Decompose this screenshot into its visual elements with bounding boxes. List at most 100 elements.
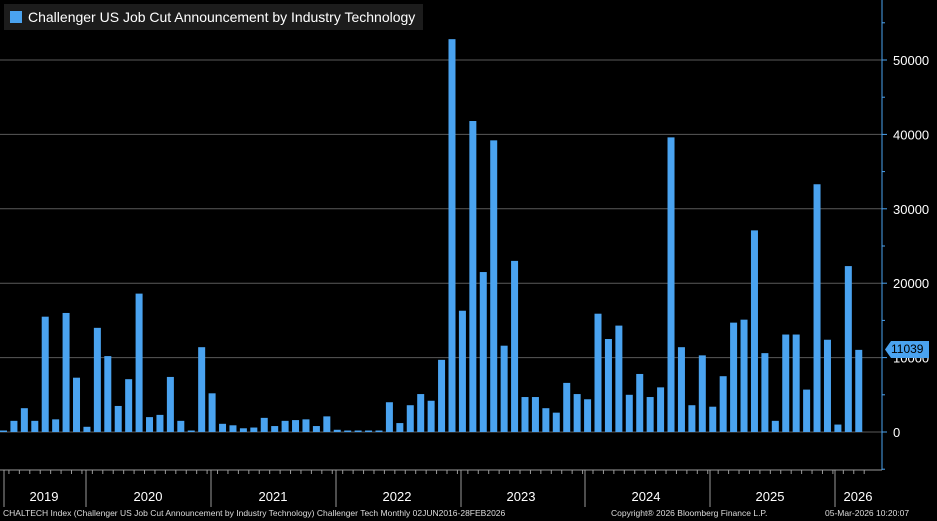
bar: [62, 312, 70, 432]
bar: [730, 322, 738, 432]
bar: [93, 327, 101, 432]
bar: [20, 408, 28, 432]
bar: [406, 405, 414, 432]
bar: [146, 417, 154, 432]
bar: [490, 140, 498, 433]
bar: [104, 356, 112, 432]
bar: [187, 430, 195, 432]
chart-footer: CHALTECH Index (Challenger US Job Cut An…: [0, 507, 937, 521]
bar: [31, 420, 39, 432]
bar: [83, 426, 91, 432]
y-tick-label: 0: [893, 425, 900, 440]
bar: [302, 419, 310, 432]
bar: [438, 359, 446, 432]
bar: [312, 426, 320, 432]
bar: [323, 416, 331, 432]
bar: [750, 230, 758, 432]
bar: [667, 137, 675, 432]
bar: [166, 376, 174, 432]
x-year-label: 2020: [134, 489, 163, 504]
bar: [823, 339, 831, 432]
bar: [114, 405, 122, 432]
x-year-label: 2024: [632, 489, 661, 504]
bar: [834, 424, 842, 432]
bar: [552, 412, 560, 432]
bar: [688, 405, 696, 432]
bar: [260, 417, 268, 432]
bar: [344, 430, 352, 432]
bar: [719, 376, 727, 432]
bar: [469, 121, 477, 433]
bar: [604, 339, 612, 432]
bar: [500, 345, 508, 432]
bar: [292, 420, 300, 432]
bar: [427, 400, 435, 432]
x-year-label: 2021: [259, 489, 288, 504]
bar: [511, 260, 519, 432]
footer-source: CHALTECH Index (Challenger US Job Cut An…: [3, 508, 506, 518]
x-year-label: 2025: [756, 489, 785, 504]
bar: [177, 420, 185, 432]
x-year-label: 2019: [30, 489, 59, 504]
bar: [125, 379, 133, 432]
bar: [365, 430, 373, 432]
bar: [740, 319, 748, 432]
bar: [396, 423, 404, 432]
bar: [385, 402, 393, 432]
bar: [573, 394, 581, 432]
x-year-label: 2022: [383, 489, 412, 504]
bar: [354, 430, 362, 432]
bar: [208, 393, 216, 432]
footer-copyright: Copyright® 2026 Bloomberg Finance L.P.: [611, 508, 768, 518]
y-tick-label: 20000: [893, 276, 929, 291]
bar: [803, 389, 811, 432]
bar: [229, 425, 237, 432]
bar: [333, 429, 341, 432]
bar: [792, 334, 800, 432]
bar: [375, 430, 383, 432]
bar: [542, 408, 550, 432]
bar: [782, 334, 790, 432]
bar: [135, 293, 143, 432]
legend-swatch: [10, 11, 22, 23]
bar: [761, 353, 769, 432]
bar: [198, 347, 206, 432]
bar: [625, 394, 633, 432]
x-year-label: 2026: [844, 489, 873, 504]
bar: [52, 419, 60, 432]
bar: [844, 266, 852, 432]
bar: [646, 397, 654, 432]
bar: [0, 430, 7, 432]
bar: [417, 394, 425, 432]
footer-timestamp: 05-Mar-2026 10:20:07: [825, 508, 910, 518]
bar: [677, 347, 685, 432]
legend-label: Challenger US Job Cut Announcement by In…: [28, 9, 416, 25]
bar: [531, 397, 539, 432]
y-tick-label: 40000: [893, 127, 929, 142]
bar: [771, 420, 779, 432]
bar: [458, 310, 466, 432]
bar: [813, 184, 821, 432]
bar: [657, 387, 665, 432]
bar: [271, 426, 279, 432]
bar: [709, 406, 717, 432]
bar: [73, 377, 81, 432]
bar: [584, 399, 592, 432]
bar: [10, 420, 18, 432]
chart-legend: Challenger US Job Cut Announcement by In…: [4, 4, 424, 30]
y-tick-label: 50000: [893, 53, 929, 68]
bar: [41, 316, 49, 432]
bar: [281, 420, 289, 432]
bar: [250, 427, 258, 432]
last-value-badge: 11039: [885, 341, 929, 358]
bar: [615, 325, 623, 432]
bar: [636, 373, 644, 432]
bar: [239, 428, 247, 432]
bar: [479, 272, 487, 432]
bar: [563, 382, 571, 432]
x-year-label: 2023: [507, 489, 536, 504]
bar: [594, 313, 602, 432]
bar: [156, 414, 164, 432]
bar: [698, 355, 706, 432]
bar: [521, 397, 529, 432]
